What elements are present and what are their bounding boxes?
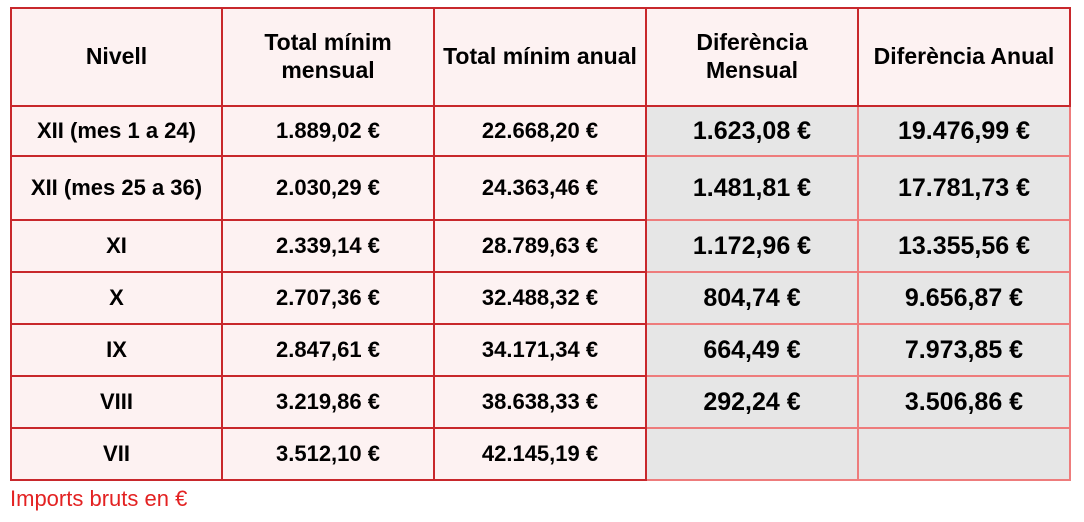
header-nivell: Nivell	[10, 7, 223, 107]
cell-diferencia-mensual: 1.481,81 €	[645, 155, 859, 221]
cell-total-mensual: 2.339,14 €	[221, 219, 435, 273]
table-row: VIII 3.219,86 € 38.638,33 € 292,24 € 3.5…	[10, 375, 1071, 429]
cell-total-anual: 24.363,46 €	[433, 155, 647, 221]
cell-diferencia-anual: 3.506,86 €	[857, 375, 1071, 429]
header-row: Nivell Total mínim mensual Total mínim a…	[10, 7, 1071, 107]
cell-diferencia-mensual: 292,24 €	[645, 375, 859, 429]
cell-nivell: X	[10, 271, 223, 325]
table-row: XII (mes 25 a 36) 2.030,29 € 24.363,46 €…	[10, 155, 1071, 221]
cell-total-mensual: 1.889,02 €	[221, 105, 435, 157]
table-row: IX 2.847,61 € 34.171,34 € 664,49 € 7.973…	[10, 323, 1071, 377]
cell-total-mensual: 2.030,29 €	[221, 155, 435, 221]
header-total-minim-mensual: Total mínim mensual	[221, 7, 435, 107]
cell-nivell: VII	[10, 427, 223, 481]
cell-diferencia-mensual-empty	[645, 427, 859, 481]
cell-diferencia-mensual: 1.623,08 €	[645, 105, 859, 157]
cell-nivell: VIII	[10, 375, 223, 429]
cell-total-anual: 42.145,19 €	[433, 427, 647, 481]
cell-diferencia-anual: 19.476,99 €	[857, 105, 1071, 157]
cell-total-anual: 38.638,33 €	[433, 375, 647, 429]
cell-total-anual: 32.488,32 €	[433, 271, 647, 325]
cell-total-mensual: 2.847,61 €	[221, 323, 435, 377]
cell-total-anual: 28.789,63 €	[433, 219, 647, 273]
footnote-imports: Imports bruts en €	[10, 486, 188, 511]
salary-table: Nivell Total mínim mensual Total mínim a…	[10, 7, 1071, 481]
cell-total-anual: 34.171,34 €	[433, 323, 647, 377]
header-total-minim-anual: Total mínim anual	[433, 7, 647, 107]
header-diferencia-anual: Diferència Anual	[857, 7, 1071, 107]
table-row: VII 3.512,10 € 42.145,19 €	[10, 427, 1071, 481]
cell-diferencia-anual: 9.656,87 €	[857, 271, 1071, 325]
cell-diferencia-anual: 17.781,73 €	[857, 155, 1071, 221]
cell-nivell: XII (mes 1 a 24)	[10, 105, 223, 157]
cell-total-mensual: 3.512,10 €	[221, 427, 435, 481]
cell-diferencia-mensual: 1.172,96 €	[645, 219, 859, 273]
salary-table-container: Nivell Total mínim mensual Total mínim a…	[10, 7, 1071, 481]
cell-nivell: XII (mes 25 a 36)	[10, 155, 223, 221]
cell-diferencia-mensual: 664,49 €	[645, 323, 859, 377]
cell-total-mensual: 3.219,86 €	[221, 375, 435, 429]
table-row: XI 2.339,14 € 28.789,63 € 1.172,96 € 13.…	[10, 219, 1071, 273]
header-diferencia-mensual: Diferència Mensual	[645, 7, 859, 107]
cell-nivell: IX	[10, 323, 223, 377]
table-row: X 2.707,36 € 32.488,32 € 804,74 € 9.656,…	[10, 271, 1071, 325]
cell-nivell: XI	[10, 219, 223, 273]
cell-diferencia-anual: 13.355,56 €	[857, 219, 1071, 273]
table-row: XII (mes 1 a 24) 1.889,02 € 22.668,20 € …	[10, 105, 1071, 157]
cell-total-anual: 22.668,20 €	[433, 105, 647, 157]
cell-diferencia-anual: 7.973,85 €	[857, 323, 1071, 377]
cell-diferencia-anual-empty	[857, 427, 1071, 481]
cell-diferencia-mensual: 804,74 €	[645, 271, 859, 325]
cell-total-mensual: 2.707,36 €	[221, 271, 435, 325]
